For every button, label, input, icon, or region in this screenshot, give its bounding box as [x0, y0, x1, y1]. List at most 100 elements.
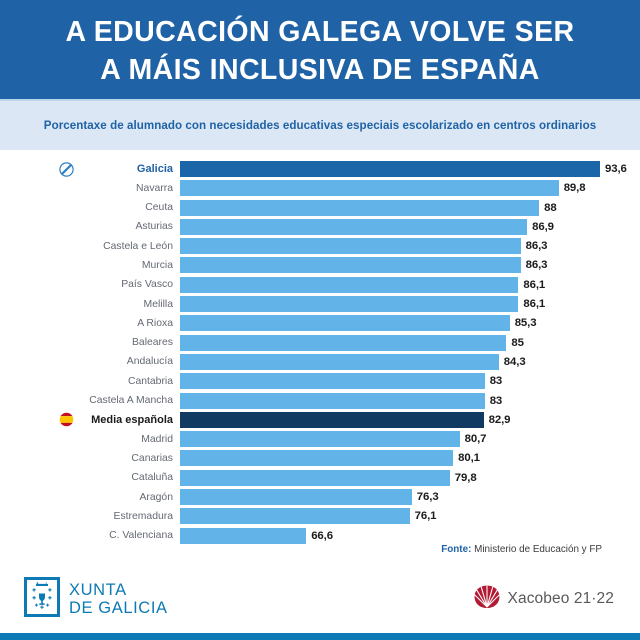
bar-chart-row: Asturias 86,9: [0, 218, 640, 235]
bar: [180, 199, 540, 216]
bar-value-label: 86,3: [525, 240, 548, 253]
bar-row-label: Madrid: [141, 433, 173, 445]
xacobeo-years: 21·22: [573, 590, 614, 607]
bar-track: 86,3: [180, 257, 640, 274]
bar-value-label: 86,1: [523, 278, 546, 291]
bar-chart-row: Estremadura 76,1: [0, 508, 640, 525]
bar-chart-row: Madrid 80,7: [0, 431, 640, 448]
bar-track: 66,6: [180, 527, 640, 544]
footer: XUNTA DE GALICIA: [0, 565, 640, 633]
bar-value-label: 83: [489, 375, 503, 388]
bar-chart-row: Murcia 86,3: [0, 257, 640, 274]
xacobeo-logo: Xacobeo 21·22: [473, 584, 614, 615]
bar: [180, 373, 485, 390]
bar-track: 82,9: [180, 411, 640, 428]
bar: [180, 489, 412, 506]
bar-chart-row: Castela A Mancha 83: [0, 392, 640, 409]
spain-flag-icon: [56, 412, 76, 428]
bar-row-label: Melilla: [143, 298, 173, 310]
bar: [180, 257, 521, 274]
bar: [180, 450, 454, 467]
bar-chart-row: Baleares 85: [0, 334, 640, 351]
xunta-coat-of-arms-icon: [24, 576, 60, 622]
source-label: Fonte:: [441, 544, 472, 555]
bar-value-label: 86,3: [525, 259, 548, 272]
bar-value-label: 80,1: [458, 452, 480, 465]
bar-value-label: 83: [489, 394, 503, 407]
bar-value-label: 86,1: [523, 298, 546, 311]
bar-row-label: Baleares: [131, 337, 173, 349]
bar-row-label: Estremadura: [113, 510, 173, 522]
bar: [180, 296, 519, 313]
bar-track: 83: [180, 392, 640, 409]
bar-row-label: Media española: [91, 413, 173, 426]
bar-row-label: Asturias: [135, 221, 173, 233]
bar: [180, 315, 510, 332]
chart-subtitle: Porcentaxe de alumnado con necesidades e…: [43, 119, 597, 132]
bar-value-label: 66,6: [311, 529, 333, 542]
bar-chart-row: Canarias 80,1: [0, 450, 640, 467]
bar: [180, 392, 485, 409]
bar-chart-row: Navarra 89,8: [0, 180, 640, 197]
bar-row-label: Andalucía: [126, 356, 173, 368]
scallop-shell-icon: [473, 584, 501, 615]
bar: [180, 218, 528, 235]
bar-value-label: 80,7: [464, 433, 487, 446]
bar-track: 80,7: [180, 431, 640, 448]
bar-track: 76,1: [180, 508, 640, 525]
bar-chart: Galicia 93,6 Navarra 89,8 Ceuta 88 Asturias 86,…: [0, 150, 640, 565]
page-title-line-1: A EDUCACIÓN GALEGA VOLVE SER: [65, 16, 575, 48]
bar-row-label: Navarra: [136, 182, 173, 194]
bar-chart-row: Aragón 76,3: [0, 489, 640, 506]
bar-value-label: 85: [511, 336, 524, 349]
bar-chart-row: Galicia 93,6: [0, 161, 640, 177]
bottom-rule: [0, 633, 640, 640]
bar: [180, 238, 521, 255]
bar-value-label: 82,9: [488, 413, 511, 426]
bar-track: 85,3: [180, 315, 640, 332]
xacobeo-logo-text: Xacobeo 21·22: [508, 590, 614, 608]
bar: [180, 161, 600, 177]
bar: [180, 527, 307, 544]
bar-chart-row: País Vasco 86,1: [0, 276, 640, 293]
source-note: Fonte: Ministerio de Educación y FP: [441, 544, 602, 555]
bar-track: 86,1: [180, 276, 640, 293]
bar-value-label: 85,3: [514, 317, 537, 330]
bar-track: 89,8: [180, 180, 640, 197]
bar-value-label: 76,3: [416, 491, 439, 504]
bar-chart-row: Castela e León 86,3: [0, 238, 640, 255]
bar: [180, 411, 484, 428]
bar-track: 80,1: [180, 450, 640, 467]
bar-row-label: Cantabria: [127, 375, 173, 387]
bar-track: 79,8: [180, 469, 640, 486]
bar-track: 83: [180, 373, 640, 390]
bar-row-label: Ceuta: [145, 202, 173, 214]
bar-value-label: 84,3: [503, 355, 526, 368]
bar: [180, 469, 450, 486]
bar-chart-row: Melilla 86,1: [0, 296, 640, 313]
bar-chart-row: Ceuta 88: [0, 199, 640, 216]
xunta-logo-text-line-1: XUNTA: [69, 581, 127, 599]
galicia-flag-icon: [56, 161, 76, 177]
bar-track: 88: [180, 199, 640, 216]
bar-track: 86,3: [180, 238, 640, 255]
bar-value-label: 76,1: [414, 510, 437, 523]
bar-row-label: Murcia: [141, 259, 173, 271]
source-text: Ministerio de Educación y FP: [471, 544, 602, 555]
bar-row-label: Cataluña: [131, 472, 173, 484]
bar-track: 85: [180, 334, 640, 351]
bar-track: 93,6: [180, 161, 640, 177]
bar: [180, 276, 519, 293]
bar: [180, 431, 460, 448]
bar-row-label: C. Valenciana: [109, 530, 173, 542]
bar-chart-row: Cataluña 79,8: [0, 469, 640, 486]
bar-chart-row: A Rioxa 85,3: [0, 315, 640, 332]
page-title-line-2: A MÁIS INCLUSIVA DE ESPAÑA: [100, 54, 540, 86]
bar-row-label: Aragón: [139, 491, 173, 503]
bar-chart-rows: Galicia 93,6 Navarra 89,8 Ceuta 88 Asturias 86,…: [0, 161, 640, 544]
xunta-logo-text: XUNTA DE GALICIA: [69, 581, 168, 617]
xunta-logo-text-line-2: DE GALICIA: [69, 599, 168, 617]
bar-track: 86,9: [180, 218, 640, 235]
bar: [180, 508, 410, 525]
bar-track: 86,1: [180, 296, 640, 313]
